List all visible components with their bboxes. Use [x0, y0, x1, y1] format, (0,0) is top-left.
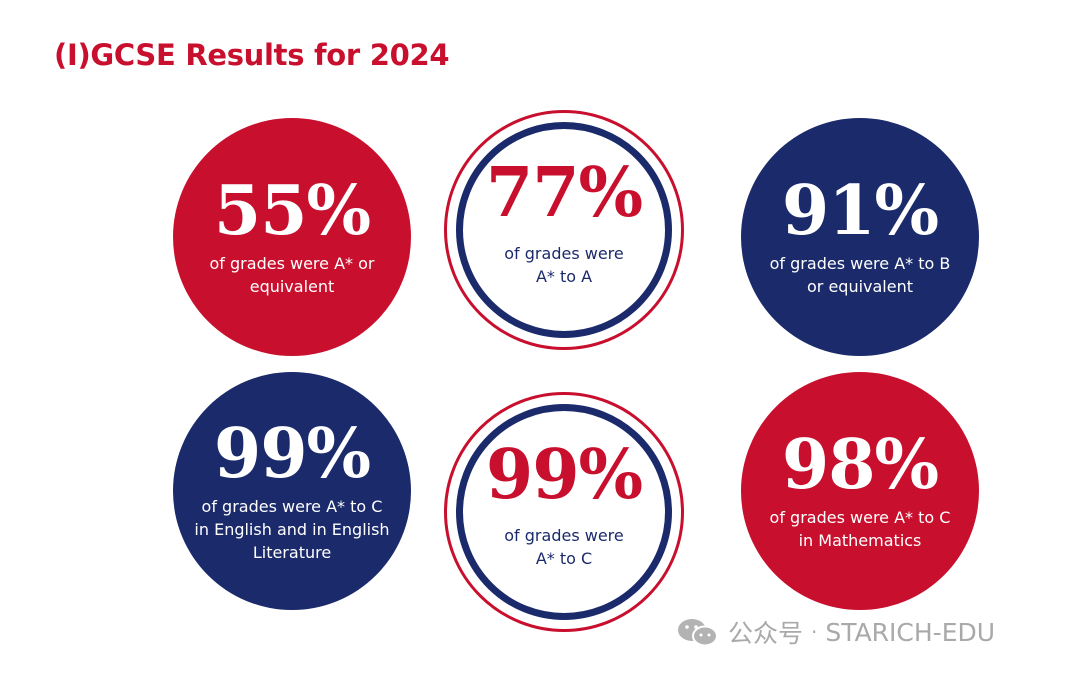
stat-value: 91%: [781, 171, 939, 251]
stat-circle-mathematics: 98% of grades were A* to C in Mathematic…: [741, 372, 979, 610]
stat-value: 99%: [485, 435, 643, 515]
stat-circle-a-star-to-a: 77% of grades were A* to A: [444, 110, 684, 350]
watermark-account: STARICH-EDU: [825, 617, 996, 647]
stat-value: 99%: [213, 413, 371, 494]
stat-circle-a-star-to-b: 91% of grades were A* to B or equivalent: [741, 118, 979, 356]
stat-value: 77%: [485, 153, 643, 233]
stat-value: 98%: [781, 425, 939, 505]
stat-description: of grades were A* to A: [504, 244, 624, 286]
stat-circle-a-star: 55% of grades were A* or equivalent: [173, 118, 411, 356]
watermark-separator: ·: [811, 620, 818, 644]
stat-description: of grades were A* to C in Mathematics: [769, 508, 951, 550]
page-title: (I)GCSE Results for 2024: [54, 38, 450, 72]
stat-circle-a-star-to-c: 99% of grades were A* to C: [444, 392, 684, 632]
stat-description: of grades were A* to B or equivalent: [769, 254, 951, 296]
watermark-label: 公众号: [728, 619, 804, 648]
watermark: 公众号 · STARICH-EDU: [676, 614, 995, 650]
inner-ring: [456, 404, 672, 620]
stat-description: of grades were A* to C in English and in…: [194, 496, 390, 562]
inner-ring: [456, 122, 672, 338]
stat-circle-english: 99% of grades were A* to C in English an…: [173, 372, 411, 610]
stat-description: of grades were A* or equivalent: [209, 254, 375, 296]
wechat-icon: [678, 619, 718, 647]
stat-value: 55%: [213, 171, 371, 251]
stat-description: of grades were A* to C: [504, 526, 624, 568]
